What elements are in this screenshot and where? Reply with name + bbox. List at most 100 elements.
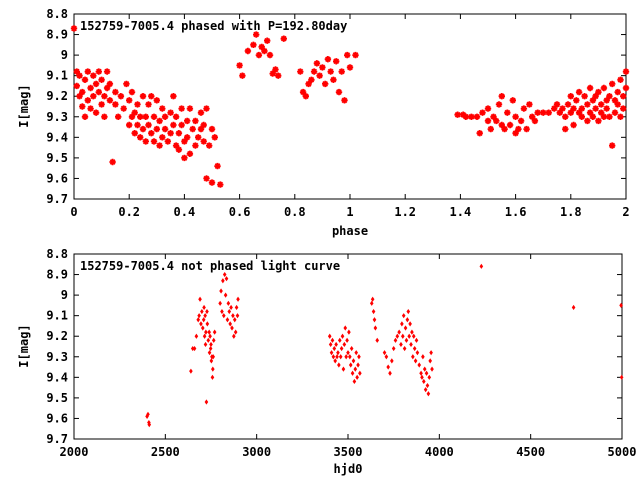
data-point bbox=[197, 313, 201, 319]
data-point bbox=[373, 325, 378, 331]
data-point bbox=[73, 68, 80, 75]
data-point bbox=[345, 337, 349, 343]
data-point bbox=[261, 47, 268, 55]
data-point bbox=[84, 97, 91, 104]
data-point bbox=[90, 72, 97, 79]
data-point bbox=[584, 101, 591, 108]
data-point bbox=[186, 150, 194, 157]
data-point bbox=[462, 113, 470, 120]
data-point bbox=[346, 350, 350, 356]
data-point bbox=[202, 304, 206, 311]
data-point bbox=[112, 88, 119, 96]
data-point bbox=[529, 113, 536, 120]
data-point bbox=[275, 72, 282, 79]
data-point bbox=[498, 93, 505, 100]
data-point bbox=[207, 329, 211, 335]
y-tick-label: 8.9 bbox=[46, 28, 68, 42]
data-point bbox=[407, 333, 411, 339]
data-point bbox=[600, 84, 608, 92]
y-tick-label: 8.8 bbox=[46, 247, 68, 261]
data-point bbox=[559, 105, 566, 112]
data-point bbox=[517, 117, 525, 125]
data-point bbox=[272, 66, 279, 73]
data-point bbox=[234, 304, 239, 311]
data-point bbox=[192, 117, 199, 125]
data-point bbox=[427, 374, 432, 380]
data-point bbox=[606, 113, 613, 120]
data-point bbox=[150, 138, 158, 145]
data-point bbox=[397, 329, 401, 335]
data-point bbox=[134, 101, 141, 108]
data-point bbox=[337, 362, 341, 368]
data-point bbox=[211, 134, 218, 141]
data-point bbox=[322, 80, 329, 88]
data-point bbox=[202, 333, 207, 339]
data-point bbox=[424, 370, 429, 376]
data-point bbox=[357, 354, 361, 360]
data-point bbox=[562, 125, 569, 133]
data-point bbox=[197, 109, 205, 116]
data-point bbox=[484, 105, 492, 112]
data-point bbox=[333, 58, 340, 65]
data-point bbox=[617, 113, 624, 120]
data-point bbox=[195, 134, 202, 141]
data-point bbox=[622, 84, 630, 92]
data-point bbox=[161, 125, 169, 133]
data-point bbox=[429, 350, 433, 356]
data-point bbox=[504, 109, 511, 116]
data-point bbox=[239, 72, 246, 79]
data-point bbox=[226, 300, 231, 306]
phased-chart-title: 152759-7005.4 phased with P=192.80day bbox=[80, 19, 347, 33]
data-point bbox=[619, 302, 623, 308]
data-point bbox=[342, 341, 347, 348]
data-point bbox=[128, 88, 136, 96]
x-tick-label: 0.8 bbox=[284, 205, 306, 219]
data-point bbox=[70, 25, 78, 32]
data-point bbox=[551, 105, 558, 112]
data-point bbox=[217, 181, 224, 188]
data-point bbox=[232, 317, 237, 323]
data-point bbox=[586, 84, 594, 92]
data-point bbox=[232, 333, 236, 339]
x-tick-label: 4500 bbox=[516, 445, 545, 459]
data-point bbox=[350, 370, 355, 376]
data-point bbox=[570, 121, 577, 129]
data-point bbox=[203, 175, 210, 182]
data-point bbox=[196, 317, 201, 323]
x-tick-label: 4000 bbox=[425, 445, 454, 459]
data-point bbox=[567, 109, 574, 116]
y-tick-label: 9.5 bbox=[46, 151, 68, 165]
data-point bbox=[411, 333, 416, 339]
data-point bbox=[388, 370, 392, 376]
data-point bbox=[181, 154, 188, 162]
data-point bbox=[420, 374, 424, 380]
data-point bbox=[101, 113, 108, 120]
data-point bbox=[575, 109, 583, 116]
data-point bbox=[299, 88, 307, 96]
data-point bbox=[609, 142, 616, 149]
data-point bbox=[335, 88, 343, 96]
data-point bbox=[422, 378, 426, 385]
data-point bbox=[512, 130, 519, 137]
data-point bbox=[614, 101, 621, 108]
data-point bbox=[520, 105, 528, 112]
data-point bbox=[200, 308, 204, 315]
data-point bbox=[219, 288, 223, 294]
data-point bbox=[308, 76, 315, 83]
data-point bbox=[229, 304, 233, 311]
data-point bbox=[371, 308, 376, 315]
data-point bbox=[200, 138, 207, 145]
data-point bbox=[227, 308, 232, 315]
data-point bbox=[408, 321, 412, 327]
data-point bbox=[330, 337, 335, 343]
data-point bbox=[603, 105, 610, 112]
data-point bbox=[106, 80, 114, 88]
data-point bbox=[313, 60, 321, 67]
data-point bbox=[223, 292, 228, 298]
x-tick-label: 0 bbox=[70, 205, 77, 219]
data-point bbox=[581, 93, 588, 100]
data-point bbox=[595, 88, 602, 96]
data-point bbox=[209, 358, 214, 364]
data-point bbox=[145, 101, 152, 108]
